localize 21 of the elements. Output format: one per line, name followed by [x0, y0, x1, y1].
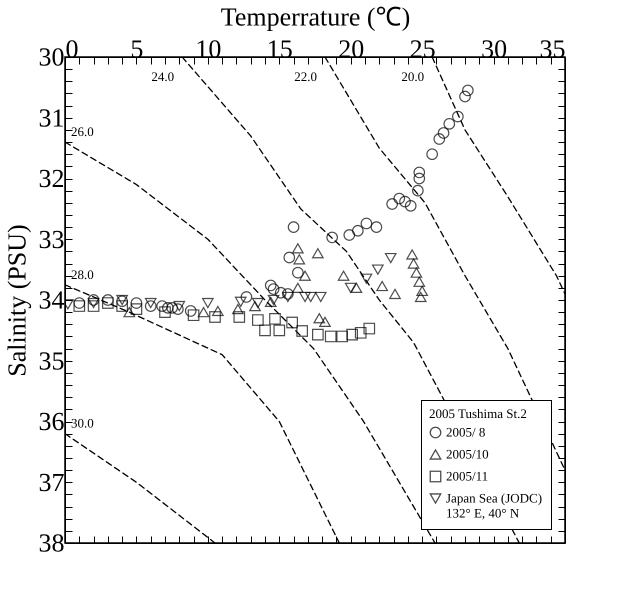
y-tick-label: 33	[38, 224, 64, 254]
legend-label: 2005/10	[446, 446, 489, 462]
legend-title: 2005 Tushima St.2	[429, 406, 527, 421]
legend-label: 2005/ 8	[446, 424, 486, 440]
y-tick-label: 31	[38, 103, 64, 132]
y-tick-label: 34	[38, 286, 64, 314]
series-label: 30.0	[71, 416, 94, 431]
y-tick-label: 38	[38, 528, 64, 558]
y-tick-label: 36	[38, 407, 64, 436]
y-tick-label: 37	[38, 468, 64, 497]
legend-label: 2005/11	[446, 468, 488, 484]
y-axis-title: Salinity (PSU)	[2, 224, 32, 377]
series-label: 24.0	[151, 69, 174, 84]
series-label: 22.0	[294, 69, 317, 84]
y-tick-label: 35	[38, 346, 64, 376]
x-axis-title: Temperrature (℃)	[220, 2, 410, 32]
series-label: 20.0	[401, 69, 424, 84]
y-tick-label: 32	[38, 164, 64, 193]
legend-label: Japan Sea (JODC) 132° E, 40° N	[446, 490, 542, 520]
series-label: 28.0	[71, 266, 94, 282]
series-label: 26.0	[71, 124, 94, 140]
